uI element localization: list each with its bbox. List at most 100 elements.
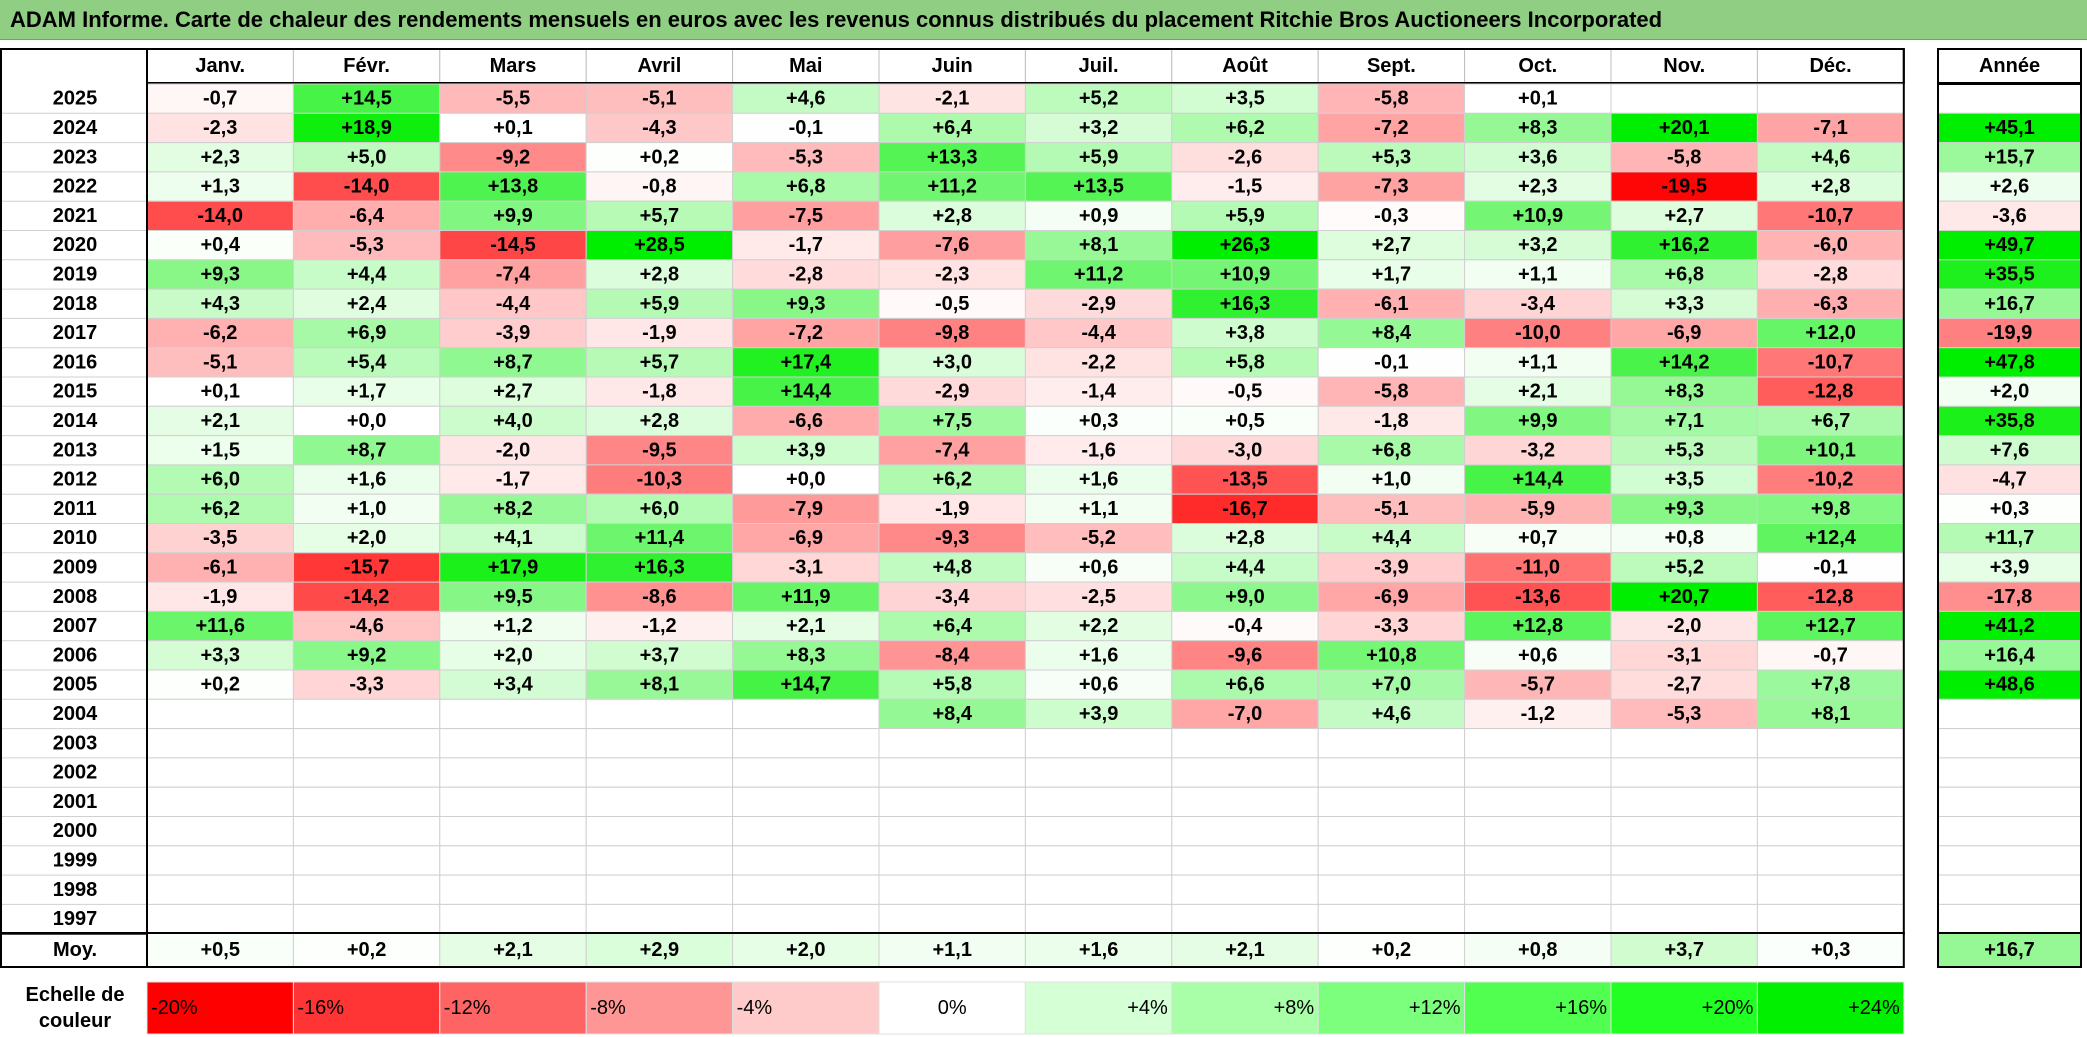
cell-value: +8,1 [640, 674, 679, 696]
heatmap-cell [732, 728, 880, 759]
cell-value: -1,4 [1081, 381, 1116, 403]
annual-cell [1937, 757, 2082, 788]
heatmap-cell [439, 581, 587, 612]
cell-value: +9,9 [1518, 410, 1557, 432]
cell-value: +1,5 [200, 439, 239, 461]
heatmap-cell [1464, 903, 1612, 935]
heatmap-cell [878, 435, 1026, 466]
heatmap-cell [1756, 757, 1905, 788]
heatmap-cell [1756, 698, 1905, 730]
cell-value: +7,8 [1811, 674, 1850, 696]
scale-label: +24% [1848, 997, 1900, 1019]
heatmap-cell [1317, 376, 1466, 407]
heatmap-cell [292, 464, 441, 495]
average-value: +0,8 [1518, 939, 1557, 961]
cell-value: -14,2 [344, 586, 390, 608]
heatmap-cell [1756, 640, 1905, 671]
annual-value: +16,7 [1984, 293, 2035, 315]
heatmap-cell [1317, 610, 1466, 642]
cell-value: -8,6 [642, 586, 676, 608]
heatmap-cell [1171, 874, 1319, 905]
annual-cell [1937, 845, 2082, 876]
cell-value: -1,7 [496, 469, 530, 491]
heatmap-cell [1610, 493, 1758, 525]
cell-value: +2,0 [493, 644, 532, 666]
annual-value: -17,8 [1987, 586, 2033, 608]
heatmap-cell [1171, 845, 1319, 876]
cell-value: +6,8 [1372, 439, 1411, 461]
scale-swatch [439, 981, 587, 1035]
heatmap-cell [1756, 845, 1905, 876]
cell-value: +9,5 [493, 586, 532, 608]
heatmap-cell [1610, 464, 1758, 495]
cell-value: +16,3 [634, 556, 685, 578]
cell-value: -3,5 [203, 527, 237, 549]
cell-value: +1,1 [1518, 351, 1557, 373]
heatmap-cell [439, 903, 587, 935]
heatmap-cell [1464, 728, 1612, 759]
heatmap-cell [1756, 728, 1905, 759]
heatmap-cell [878, 83, 1026, 114]
month-header: Mai [789, 55, 822, 77]
scale-label: +8% [1274, 997, 1315, 1019]
heatmap-cell [146, 200, 294, 231]
scale-swatch [292, 981, 441, 1035]
cell-value: -5,3 [789, 146, 823, 168]
annual-cell [1937, 816, 2082, 847]
heatmap-cell [732, 317, 880, 349]
scale-label: 0% [938, 997, 967, 1019]
year-label: 2015 [53, 381, 98, 403]
annual-value: -19,9 [1987, 322, 2033, 344]
cell-value: -3,0 [1228, 439, 1262, 461]
cell-value: -9,3 [935, 527, 969, 549]
annual-cell [1937, 698, 2082, 730]
heatmap-cell [1610, 552, 1758, 583]
cell-value: +2,1 [200, 410, 239, 432]
average-cell [732, 932, 880, 968]
cell-value: +14,5 [341, 88, 392, 110]
annual-value: +15,7 [1984, 146, 2035, 168]
cell-value: +6,4 [932, 117, 972, 139]
cell-value: +5,7 [640, 205, 679, 227]
year-label: 2008 [53, 586, 98, 608]
cell-value: +2,8 [1225, 527, 1264, 549]
cell-value: -5,1 [642, 88, 676, 110]
heatmap-cell [1464, 581, 1612, 612]
heatmap-cell [292, 640, 441, 671]
average-value: +2,1 [1225, 939, 1264, 961]
heatmap-cell [585, 376, 734, 407]
heatmap-cell [292, 493, 441, 525]
heatmap-cell [1024, 874, 1173, 905]
heatmap-cell [146, 669, 294, 700]
cell-value: +26,3 [1220, 234, 1271, 256]
heatmap-cell [439, 523, 587, 554]
heatmap-cell [1610, 874, 1758, 905]
cell-value: +8,7 [493, 351, 532, 373]
cell-value: +20,7 [1659, 586, 1710, 608]
cell-value: +3,2 [1518, 234, 1557, 256]
cell-value: +4,4 [1372, 527, 1412, 549]
cell-value: +8,4 [932, 703, 972, 725]
heatmap-cell [146, 552, 294, 583]
annual-cell [1937, 903, 2082, 935]
heatmap-cell [1464, 786, 1612, 818]
cell-value: +4,0 [493, 410, 532, 432]
annual-value: +2,0 [1990, 381, 2029, 403]
heatmap-cell [292, 610, 441, 642]
heatmap-cell [1171, 669, 1319, 700]
scale-swatch [1756, 981, 1905, 1035]
heatmap-cell [1756, 112, 1905, 144]
cell-value: +18,9 [341, 117, 392, 139]
average-value: +2,1 [493, 939, 532, 961]
heatmap-cell [1024, 816, 1173, 847]
heatmap-cell [1317, 903, 1466, 935]
cell-value: -7,1 [1813, 117, 1847, 139]
scale-label: -4% [737, 997, 773, 1019]
heatmap-cell [1610, 405, 1758, 437]
cell-value: +5,9 [1225, 205, 1264, 227]
heatmap-cell [1464, 493, 1612, 525]
heatmap-cell [1464, 83, 1612, 114]
heatmap-cell [878, 259, 1026, 290]
cell-value: +6,9 [347, 322, 386, 344]
cell-value: +17,9 [488, 556, 539, 578]
